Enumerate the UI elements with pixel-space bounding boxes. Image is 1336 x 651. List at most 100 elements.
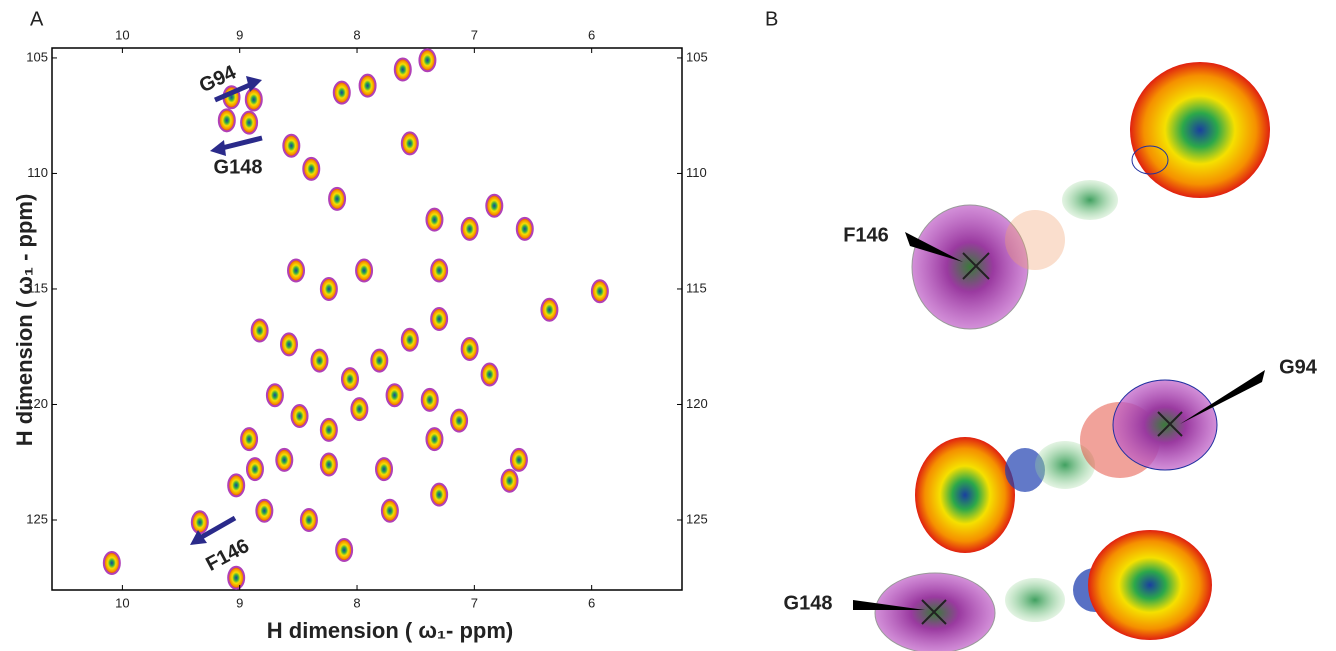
peak <box>190 510 209 535</box>
peak <box>385 383 404 408</box>
peak <box>515 216 534 241</box>
peak <box>450 408 469 433</box>
contour <box>1005 210 1065 270</box>
peak <box>340 367 359 392</box>
peak <box>319 276 338 301</box>
y-tick-label: 115 <box>27 280 48 295</box>
peak <box>418 48 437 73</box>
arrowhead <box>190 530 207 545</box>
y-tick-label: 110 <box>686 165 707 180</box>
peak <box>370 348 389 373</box>
y-tick-label: 115 <box>686 280 707 295</box>
peak <box>400 327 419 352</box>
peak <box>275 447 294 472</box>
peak <box>590 279 609 304</box>
peak <box>420 387 439 412</box>
peak <box>287 258 306 283</box>
y-tick-label: 120 <box>686 396 708 411</box>
annotation: G94 <box>1279 356 1318 378</box>
peak <box>310 348 329 373</box>
peak <box>319 452 338 477</box>
y-tick-label: 120 <box>26 396 48 411</box>
pointer <box>1180 370 1265 424</box>
peak <box>485 193 504 218</box>
x-tick-label: 8 <box>353 27 360 42</box>
peaks <box>102 48 609 590</box>
peak <box>460 337 479 362</box>
peak <box>540 297 559 322</box>
peak <box>217 108 236 133</box>
annotation: F146 <box>202 535 253 576</box>
peak <box>430 258 449 283</box>
y-tick-label: 125 <box>26 511 48 526</box>
peak <box>282 133 301 158</box>
peak <box>425 427 444 452</box>
y-tick-label: 110 <box>27 165 48 180</box>
contour <box>911 204 1029 330</box>
peak <box>319 417 338 442</box>
peak <box>425 207 444 232</box>
y-axis-title: H dimension ( ω₁ - ppm) <box>12 194 37 447</box>
x-axis-title: H dimension ( ω₁- ppm) <box>267 618 513 643</box>
cross-mark <box>1157 411 1183 437</box>
contour-group <box>874 62 1270 651</box>
contour <box>1005 448 1045 492</box>
peak <box>227 565 246 590</box>
cross-mark <box>962 252 990 280</box>
x-tick-label: 9 <box>236 595 243 610</box>
arrowhead <box>210 140 226 156</box>
arrow <box>198 515 237 541</box>
peak <box>509 447 528 472</box>
y-tick-label: 125 <box>686 511 708 526</box>
peak <box>245 457 264 482</box>
x-tick-label: 10 <box>115 27 129 42</box>
x-tick-label: 7 <box>471 27 478 42</box>
annotation: G148 <box>214 156 263 178</box>
panel-label: B <box>765 8 778 30</box>
peak <box>380 498 399 523</box>
contour <box>1088 530 1212 640</box>
pointer <box>853 600 925 610</box>
panel-label: A <box>30 8 44 30</box>
contour <box>1062 180 1118 220</box>
peak <box>240 110 259 135</box>
peak <box>375 457 394 482</box>
contour <box>1035 441 1095 489</box>
y-tick-label: 105 <box>686 49 708 64</box>
peak <box>328 186 347 211</box>
peak <box>240 427 259 452</box>
peak <box>430 482 449 507</box>
peak <box>250 318 269 343</box>
peak <box>299 507 318 532</box>
contour <box>1005 578 1065 622</box>
peak <box>244 87 263 112</box>
arrowhead <box>246 76 262 92</box>
y-tick-label: 105 <box>26 49 48 64</box>
peak <box>460 216 479 241</box>
x-tick-label: 10 <box>115 595 129 610</box>
x-tick-label: 8 <box>353 595 360 610</box>
x-tick-label: 7 <box>471 595 478 610</box>
annotation: G148 <box>784 592 833 614</box>
cross-mark <box>921 599 947 625</box>
peak <box>400 131 419 156</box>
peak <box>279 332 298 357</box>
peak <box>480 362 499 387</box>
contour <box>915 437 1015 553</box>
x-tick-label: 9 <box>236 27 243 42</box>
peak <box>335 538 354 563</box>
x-tick-label: 6 <box>588 27 595 42</box>
peak <box>355 258 374 283</box>
peak <box>500 468 519 493</box>
peak <box>102 550 121 575</box>
peak <box>393 57 412 82</box>
crosshairs <box>921 252 1183 625</box>
arrow <box>214 81 253 103</box>
contour <box>1131 145 1169 175</box>
peak <box>332 80 351 105</box>
peak <box>430 307 449 331</box>
pointer <box>905 232 963 262</box>
contour <box>1130 62 1270 198</box>
plot-frame <box>51 47 683 591</box>
